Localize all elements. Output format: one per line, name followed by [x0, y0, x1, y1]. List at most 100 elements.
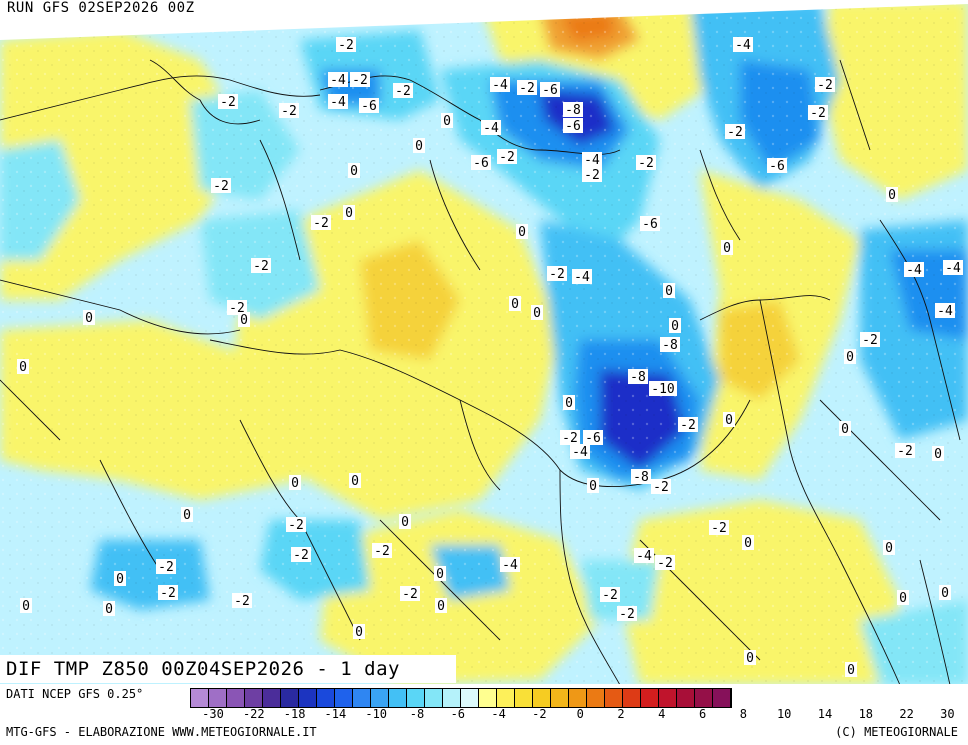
- scale-swatch: [587, 689, 605, 707]
- contour-label: -4: [500, 557, 520, 573]
- svg-text:-2: -2: [338, 38, 354, 53]
- scale-swatch: [299, 689, 317, 707]
- scale-swatch: [263, 689, 281, 707]
- scale-swatch: [569, 689, 587, 707]
- contour-label: 0: [531, 305, 543, 321]
- scale-swatch: [317, 689, 335, 707]
- scale-swatch: [641, 689, 659, 707]
- contour-label: 0: [839, 421, 851, 437]
- contour-label: -6: [540, 82, 560, 98]
- svg-text:0: 0: [291, 476, 299, 491]
- svg-text:0: 0: [350, 164, 358, 179]
- scale-swatch: [425, 689, 443, 707]
- contour-label: 0: [17, 359, 29, 375]
- contour-label: -2: [350, 72, 370, 88]
- contour-label: -2: [232, 593, 252, 609]
- svg-text:0: 0: [345, 206, 353, 221]
- contour-label: -2: [218, 94, 238, 110]
- contour-label: 0: [939, 585, 951, 601]
- svg-text:-2: -2: [499, 150, 515, 165]
- contour-label: 0: [413, 138, 425, 154]
- contour-label: -10: [649, 381, 677, 397]
- contour-label: -2: [372, 543, 392, 559]
- contour-label: 0: [509, 296, 521, 312]
- svg-text:0: 0: [355, 625, 363, 640]
- scale-tick-label: -8: [409, 707, 425, 721]
- temperature-difference-map: -2 -2 -4 -2 -4 -6 -2 -2 -4 -2 -6 -8 -6 -4 -6 -2 -4 -2 -2 -6…: [0, 0, 968, 685]
- svg-text:-4: -4: [330, 73, 346, 88]
- svg-text:-2: -2: [680, 418, 696, 433]
- svg-text:-2: -2: [602, 588, 618, 603]
- svg-text:0: 0: [105, 602, 113, 617]
- scale-swatch: [191, 689, 209, 707]
- svg-text:-4: -4: [945, 261, 961, 276]
- contour-label: -2: [336, 37, 356, 53]
- svg-text:-2: -2: [158, 560, 174, 575]
- svg-text:-2: -2: [653, 480, 669, 495]
- contour-label: 0: [897, 590, 909, 606]
- contour-label: 0: [353, 624, 365, 640]
- svg-text:-2: -2: [897, 444, 913, 459]
- scale-tick-label: -30: [202, 707, 224, 721]
- svg-text:-2: -2: [549, 267, 565, 282]
- svg-text:-2: -2: [288, 518, 304, 533]
- contour-label: -2: [709, 520, 729, 536]
- contour-label: -4: [328, 72, 348, 88]
- scale-tick-label: -22: [242, 707, 265, 721]
- svg-text:0: 0: [725, 413, 733, 428]
- scale-tick-label: -18: [283, 707, 306, 721]
- svg-text:0: 0: [401, 515, 409, 530]
- scale-tick-label: 8: [739, 707, 748, 721]
- contour-label: -2: [895, 443, 915, 459]
- svg-text:-2: -2: [562, 431, 578, 446]
- svg-text:0: 0: [443, 114, 451, 129]
- svg-text:-2: -2: [293, 548, 309, 563]
- svg-text:0: 0: [723, 241, 731, 256]
- svg-text:-4: -4: [636, 549, 652, 564]
- contour-label: -2: [636, 155, 656, 171]
- svg-text:-2: -2: [862, 333, 878, 348]
- scale-tick-label: 10: [776, 707, 792, 721]
- contour-label: 0: [663, 283, 675, 299]
- svg-text:-10: -10: [651, 382, 674, 397]
- contour-label: -8: [631, 469, 651, 485]
- contour-label: -4: [943, 260, 963, 276]
- svg-text:-2: -2: [519, 81, 535, 96]
- contour-label: -4: [570, 444, 590, 460]
- svg-text:-4: -4: [330, 95, 346, 110]
- svg-text:0: 0: [351, 474, 359, 489]
- map-canvas: -2-2-4 -2-4 -6-2-2 -4 -2 -6-8-6-4-6 -2 -4 -2-2-6…: [0, 0, 968, 685]
- svg-text:-4: -4: [483, 121, 499, 136]
- scale-swatch: [623, 689, 641, 707]
- contour-label: -2: [291, 547, 311, 563]
- svg-text:0: 0: [665, 284, 673, 299]
- svg-text:-2: -2: [711, 521, 727, 536]
- svg-text:-2: -2: [253, 259, 269, 274]
- scale-swatch: [515, 689, 533, 707]
- scale-swatch: [677, 689, 695, 707]
- contour-label: 0: [845, 662, 857, 678]
- contour-label: -4: [582, 152, 602, 168]
- svg-text:0: 0: [565, 396, 573, 411]
- contour-label: 0: [886, 187, 898, 203]
- svg-text:-2: -2: [584, 168, 600, 183]
- contour-label: 0: [348, 163, 360, 179]
- contour-label: -6: [583, 430, 603, 446]
- svg-text:-6: -6: [769, 159, 785, 174]
- svg-text:0: 0: [746, 651, 754, 666]
- scale-tick-label: 30: [940, 707, 955, 721]
- scale-tick-label: 0: [576, 707, 584, 721]
- svg-text:-4: -4: [937, 304, 953, 319]
- svg-text:-4: -4: [735, 38, 751, 53]
- contour-label: 0: [114, 571, 126, 587]
- svg-text:-4: -4: [574, 270, 590, 285]
- scale-tick-label: 4: [658, 707, 666, 721]
- contour-label: 0: [441, 113, 453, 129]
- scale-tick-label: -2: [532, 707, 547, 721]
- contour-label: -2: [547, 266, 567, 282]
- svg-text:-6: -6: [361, 99, 377, 114]
- scale-tick-label: -14: [324, 707, 347, 721]
- contour-label: 0: [289, 475, 301, 491]
- projection-edge: [0, 0, 968, 40]
- contour-label: -4: [481, 120, 501, 136]
